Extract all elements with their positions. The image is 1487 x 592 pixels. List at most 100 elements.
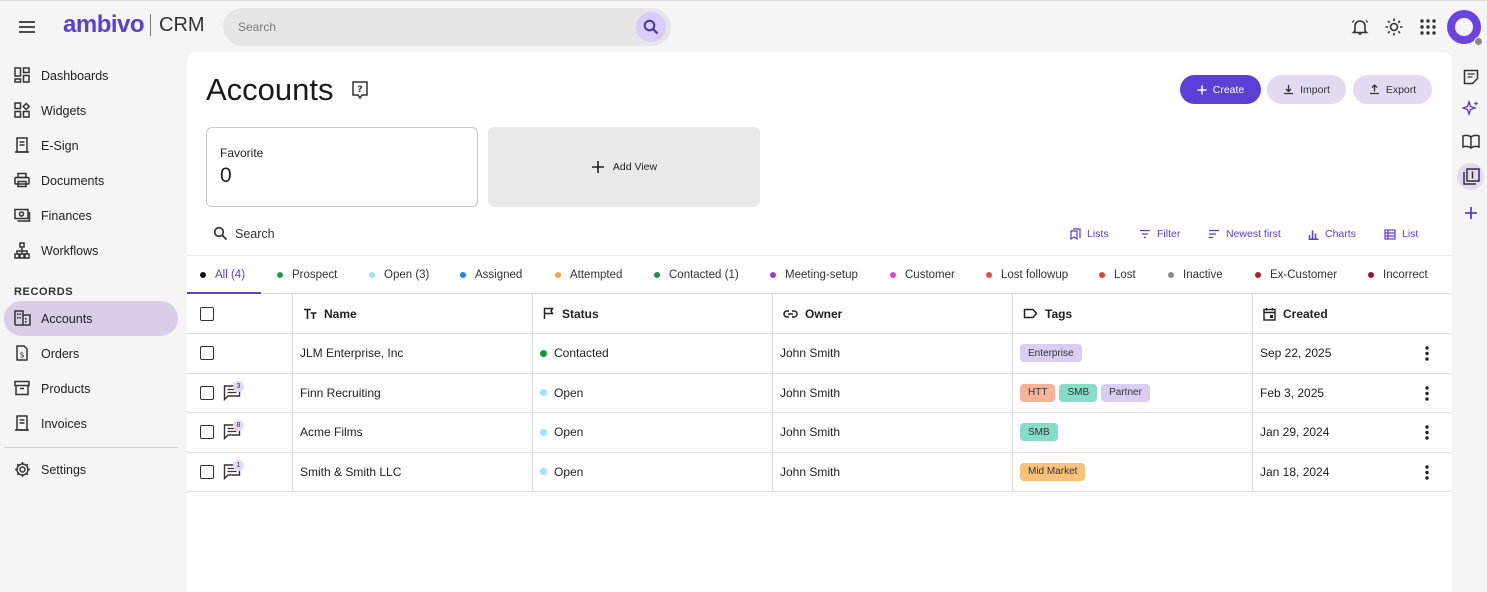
row-select-cell xyxy=(187,334,292,373)
import-button[interactable]: Import xyxy=(1267,75,1346,104)
favorite-view-card[interactable]: Favorite 0 xyxy=(206,127,478,207)
tab-lost-followup[interactable]: Lost followup xyxy=(986,256,1068,294)
tag-badge[interactable]: Enterprise xyxy=(1020,344,1082,363)
menu-icon[interactable] xyxy=(16,17,38,37)
record-panel-icon[interactable] xyxy=(1461,166,1481,186)
table-row[interactable]: 1 Smith & Smith LLC Open John Smith Mid … xyxy=(187,452,1452,492)
status-cell[interactable]: Open xyxy=(532,373,772,412)
tab-dot xyxy=(654,272,660,278)
tag-badge[interactable]: Mid Market xyxy=(1020,462,1086,481)
user-avatar[interactable] xyxy=(1447,10,1483,46)
table-row[interactable]: 8 Acme Films Open John Smith SMB Jan 29,… xyxy=(187,413,1452,453)
status-cell[interactable]: Contacted xyxy=(532,334,772,373)
notes-icon[interactable] xyxy=(1461,67,1481,87)
tag-badge[interactable]: SMB xyxy=(1059,383,1098,402)
tab-meeting-setup[interactable]: Meeting-setup xyxy=(770,256,858,294)
table-row[interactable]: 3 Finn Recruiting Open John Smith HTT SM… xyxy=(187,373,1452,413)
tab-all[interactable]: All (4) xyxy=(200,256,245,294)
row-more-icon[interactable] xyxy=(1425,346,1429,364)
owner-cell[interactable]: John Smith xyxy=(772,452,1012,491)
tab-inactive[interactable]: Inactive xyxy=(1168,256,1223,294)
favorite-count: 0 xyxy=(220,164,232,187)
owner-cell[interactable]: John Smith xyxy=(772,413,1012,452)
tab-customer[interactable]: Customer xyxy=(890,256,955,294)
apps-grid-icon[interactable] xyxy=(1418,17,1438,37)
tab-attempted[interactable]: Attempted xyxy=(555,256,622,294)
sidebar-item-documents[interactable]: Documents xyxy=(0,163,187,198)
row-checkbox[interactable] xyxy=(200,346,214,361)
notifications-bell-icon[interactable] xyxy=(1350,17,1370,37)
add-view-button[interactable]: Add View xyxy=(488,127,760,207)
tab-label: Contacted (1) xyxy=(669,269,739,281)
column-header-created[interactable]: Created xyxy=(1252,294,1452,333)
table-row[interactable]: JLM Enterprise, Inc Contacted John Smith… xyxy=(187,334,1452,374)
tab-contacted[interactable]: Contacted (1) xyxy=(654,256,739,294)
sidebar-item-dashboards[interactable]: Dashboards xyxy=(0,58,187,93)
sidebar-item-products[interactable]: Products xyxy=(0,371,187,406)
select-all-checkbox[interactable] xyxy=(200,306,214,321)
comments-button[interactable]: 1 xyxy=(223,459,244,483)
sidebar-item-esign[interactable]: E-Sign xyxy=(0,128,187,163)
row-more-icon[interactable] xyxy=(1425,385,1429,404)
name-cell[interactable]: Finn Recruiting xyxy=(292,373,532,412)
page-title: Accounts xyxy=(206,72,334,107)
tab-ex-customer[interactable]: Ex-Customer xyxy=(1255,256,1337,294)
tab-open[interactable]: Open (3) xyxy=(369,256,429,294)
sidebar-item-settings[interactable]: Settings xyxy=(0,452,187,487)
row-more-icon[interactable] xyxy=(1425,464,1429,483)
filter-label: Filter xyxy=(1157,228,1181,240)
name-cell[interactable]: Smith & Smith LLC xyxy=(292,452,532,491)
row-checkbox[interactable] xyxy=(200,464,214,479)
status-cell[interactable]: Open xyxy=(532,452,772,491)
name-cell[interactable]: JLM Enterprise, Inc xyxy=(292,334,532,373)
tab-assigned[interactable]: Assigned xyxy=(460,256,522,294)
sidebar-item-widgets[interactable]: Widgets xyxy=(0,93,187,128)
ai-sparkle-icon[interactable] xyxy=(1461,99,1481,119)
comments-button[interactable]: 8 xyxy=(223,420,244,443)
tab-incorrect[interactable]: Incorrect xyxy=(1368,256,1428,294)
export-button[interactable]: Export xyxy=(1353,75,1432,104)
column-header-tags[interactable]: Tags xyxy=(1012,294,1252,333)
owner-cell[interactable]: John Smith xyxy=(772,373,1012,412)
owner-cell[interactable]: John Smith xyxy=(772,334,1012,373)
sidebar-item-finances[interactable]: Finances xyxy=(0,198,187,233)
printer-icon xyxy=(14,172,30,188)
tag-badge[interactable]: HTT xyxy=(1020,383,1056,402)
theme-sun-icon[interactable] xyxy=(1384,17,1404,37)
add-panel-icon[interactable] xyxy=(1461,203,1481,223)
column-header-name[interactable]: Name xyxy=(292,294,532,333)
lists-button[interactable]: Lists xyxy=(1070,228,1109,240)
global-search-input[interactable] xyxy=(238,8,628,46)
status-cell[interactable]: Open xyxy=(532,413,772,452)
row-checkbox[interactable] xyxy=(200,425,214,440)
sidebar-item-label: E-Sign xyxy=(41,138,79,153)
tag-badge[interactable]: SMB xyxy=(1020,423,1058,442)
name-cell[interactable]: Acme Films xyxy=(292,413,532,452)
tag-badge[interactable]: Partner xyxy=(1101,383,1150,402)
sort-button[interactable]: Newest first xyxy=(1208,228,1281,240)
filter-button[interactable]: Filter xyxy=(1139,228,1180,240)
search-button[interactable] xyxy=(636,12,666,42)
row-checkbox[interactable] xyxy=(200,385,214,400)
row-more-icon[interactable] xyxy=(1425,425,1429,443)
tags-cell: SMB xyxy=(1012,413,1252,452)
list-search[interactable]: Search xyxy=(213,226,275,241)
sidebar-item-workflows[interactable]: Workflows xyxy=(0,233,187,268)
comments-button[interactable]: 3 xyxy=(223,380,244,404)
book-icon[interactable] xyxy=(1461,131,1481,151)
column-header-status[interactable]: Status xyxy=(532,294,772,333)
list-view-button[interactable]: List xyxy=(1384,228,1418,240)
charts-button[interactable]: Charts xyxy=(1308,228,1356,240)
tab-lost[interactable]: Lost xyxy=(1099,256,1136,294)
comment-count-badge: 1 xyxy=(233,459,244,471)
tab-prospect[interactable]: Prospect xyxy=(277,256,337,294)
sidebar-item-invoices[interactable]: Invoices xyxy=(0,406,187,441)
status-dot xyxy=(540,389,547,397)
logo[interactable]: ambivo CRM xyxy=(63,11,205,39)
sidebar-item-orders[interactable]: $ Orders xyxy=(0,336,187,371)
sidebar-item-accounts[interactable]: Accounts xyxy=(4,301,178,336)
help-icon[interactable]: ? xyxy=(351,80,369,103)
create-button[interactable]: Create xyxy=(1180,75,1261,104)
flag-icon xyxy=(543,307,554,319)
column-header-owner[interactable]: Owner xyxy=(772,294,1012,333)
